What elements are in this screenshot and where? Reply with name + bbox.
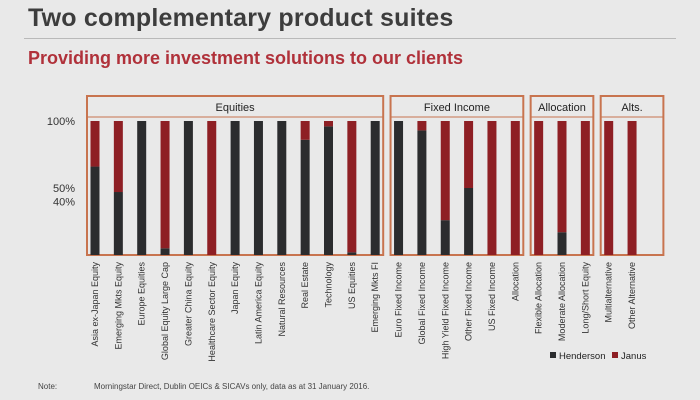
legend-label: Henderson bbox=[559, 351, 605, 362]
group-label: Equities bbox=[216, 102, 256, 114]
bar-janus bbox=[580, 121, 590, 255]
x-tick-label: Long/Short Equity bbox=[580, 262, 590, 334]
bar-henderson bbox=[253, 121, 263, 255]
group-frame bbox=[389, 95, 525, 256]
group-label: Allocation bbox=[538, 102, 586, 114]
bar-henderson bbox=[394, 121, 404, 255]
x-axis-labels: Asia ex-Japan Equity Emerging Mkts Equity… bbox=[90, 262, 637, 362]
x-tick-label: Flexible Allocation bbox=[534, 262, 544, 334]
x-tick-label: US Fixed Income bbox=[487, 262, 497, 331]
bar-henderson bbox=[160, 248, 170, 255]
group-label: Alts. bbox=[621, 102, 642, 114]
x-tick-label: Emerging Mkts Equity bbox=[113, 262, 123, 350]
note-label: Note: bbox=[38, 382, 58, 391]
x-tick-label: High Yield Fixed Income bbox=[440, 262, 450, 359]
bars bbox=[90, 121, 637, 255]
bar-henderson bbox=[230, 121, 240, 255]
legend-swatch bbox=[550, 352, 556, 358]
bar-janus bbox=[160, 121, 170, 249]
bar-janus bbox=[510, 121, 520, 255]
bar-janus bbox=[324, 121, 333, 127]
x-tick-label: Other Fixed Income bbox=[464, 262, 474, 341]
bar-janus bbox=[90, 121, 100, 167]
bar-janus bbox=[300, 121, 310, 140]
bar-henderson bbox=[183, 121, 193, 255]
bar-henderson bbox=[113, 192, 123, 255]
x-tick-label: Multialternative bbox=[604, 262, 614, 323]
bar-henderson bbox=[440, 220, 450, 255]
bar-henderson bbox=[324, 126, 333, 255]
x-tick-label: Real Estate bbox=[300, 262, 310, 309]
x-tick-label: Emerging Mkts FI bbox=[370, 262, 380, 333]
bar-janus bbox=[557, 121, 567, 233]
y-tick-label: 100% bbox=[47, 116, 75, 128]
group-frames: Equities Fixed Income Allocation Alts. bbox=[86, 95, 665, 256]
y-axis-ticks: 100% 50%40% bbox=[47, 116, 75, 208]
x-tick-label: Natural Resources bbox=[277, 262, 287, 337]
bar-janus bbox=[440, 121, 450, 221]
bar-henderson bbox=[370, 121, 380, 255]
bar-henderson bbox=[557, 232, 567, 255]
x-tick-label: Greater China Equity bbox=[183, 262, 193, 347]
bar-henderson bbox=[137, 121, 147, 255]
page-subtitle: Providing more investment solutions to o… bbox=[28, 48, 464, 68]
x-tick-label: Global Fixed Income bbox=[417, 262, 427, 345]
x-tick-label: Latin America Equity bbox=[253, 262, 263, 345]
bar-janus bbox=[464, 121, 474, 188]
bar-henderson bbox=[300, 139, 310, 255]
legend-swatch bbox=[612, 352, 618, 358]
group-label: Fixed Income bbox=[424, 102, 490, 114]
x-tick-label: Technology bbox=[324, 262, 334, 308]
bar-henderson bbox=[90, 166, 100, 255]
bar-henderson bbox=[464, 188, 474, 255]
bar-janus bbox=[627, 121, 637, 255]
x-tick-label: US Equities bbox=[347, 262, 357, 310]
bar-janus bbox=[604, 121, 614, 255]
x-tick-label: Euro Fixed Income bbox=[394, 262, 404, 338]
legend: Henderson Janus bbox=[550, 351, 647, 362]
bar-henderson bbox=[277, 121, 287, 255]
x-tick-label: Japan Equity bbox=[230, 262, 240, 315]
bar-janus bbox=[113, 121, 123, 193]
bar-janus bbox=[487, 121, 497, 255]
x-tick-label: Moderate Allocation bbox=[557, 262, 567, 341]
x-tick-label: Europe Equities bbox=[137, 262, 147, 326]
bar-henderson bbox=[347, 252, 357, 255]
page-title: Two complementary product suites bbox=[28, 4, 454, 32]
x-tick-label: Global Equity Large Cap bbox=[160, 262, 170, 360]
y-tick-label: 40% bbox=[53, 196, 75, 208]
x-tick-label: Healthcare Sector Equity bbox=[207, 262, 217, 362]
legend-label: Janus bbox=[621, 351, 647, 362]
note-text: Morningstar Direct, Dublin OEICs & SICAV… bbox=[94, 382, 370, 391]
x-tick-label: Other Alternative bbox=[627, 262, 637, 329]
bar-henderson bbox=[417, 130, 427, 255]
bar-janus bbox=[347, 121, 357, 253]
title-divider bbox=[24, 38, 676, 39]
y-tick-label: 50% bbox=[53, 183, 75, 195]
bar-janus bbox=[207, 121, 217, 255]
x-tick-label: Allocation bbox=[510, 262, 520, 301]
x-tick-label: Asia ex-Japan Equity bbox=[90, 262, 100, 347]
bar-janus bbox=[417, 121, 427, 131]
bar-janus bbox=[534, 121, 544, 255]
